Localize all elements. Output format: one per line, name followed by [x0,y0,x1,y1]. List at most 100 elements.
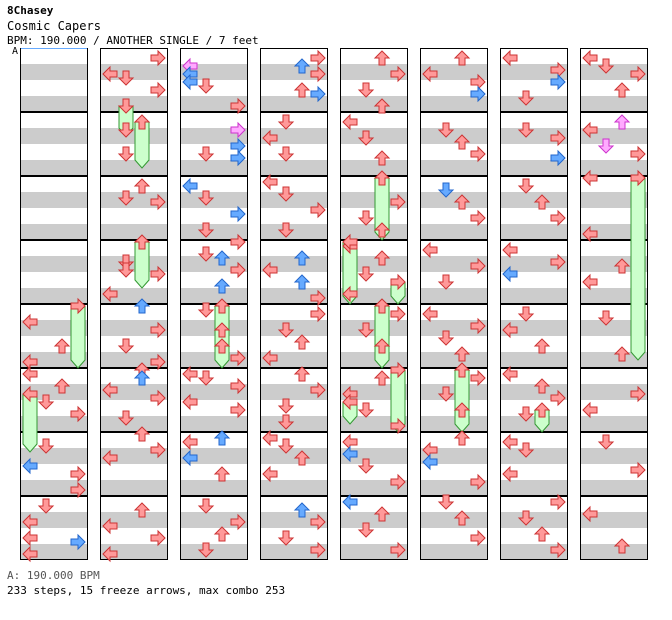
arrow-down [277,186,295,202]
beat-stripe [100,224,168,240]
arrow-left [422,453,438,471]
measure-box [340,304,408,368]
measure-box [260,496,328,560]
measure-box [580,240,648,304]
arrow-down [357,458,375,474]
arrow-down [277,438,295,454]
beat-stripe [500,192,568,208]
measure-box [20,496,88,560]
freeze-head-right [390,273,406,291]
arrow-up [453,510,471,526]
measure-box [500,496,568,560]
arrow-down [277,414,295,430]
arrow-left [422,241,438,259]
arrow-left [502,465,518,483]
beat-stripe [260,320,328,336]
arrow-down [437,274,455,290]
measure-box [20,112,88,176]
arrow-down [357,322,375,338]
beat-stripe [20,160,88,176]
arrow-right [70,533,86,551]
arrow-up [533,526,551,542]
arrow-right [550,493,566,511]
arrow-right [310,201,326,219]
measure-box [260,432,328,496]
beat-stripe [100,160,168,176]
chart-info: BPM: 190.000 / ANOTHER SINGLE / 7 feet [7,34,259,47]
beat-stripe [500,352,568,368]
arrow-down [357,402,375,418]
measure-box [180,240,248,304]
arrow-left [502,365,518,383]
arrow-up [293,366,311,382]
arrow-left [422,305,438,323]
arrow-down [197,370,215,386]
arrow-up [453,134,471,150]
measure-box [500,48,568,112]
arrow-down [277,530,295,546]
arrow-down [357,130,375,146]
arrow-right [470,473,486,491]
arrow-left [22,313,38,331]
arrow-down [357,522,375,538]
arrow-down [517,406,535,422]
beat-stripe [180,416,248,432]
beat-stripe [500,416,568,432]
beat-stripe [580,352,648,368]
arrow-left [182,433,198,451]
arrow-up [213,466,231,482]
measure-box [260,176,328,240]
arrow-down [437,122,455,138]
arrow-down [37,498,55,514]
arrow-left [182,449,198,467]
arrow-right [150,81,166,99]
beat-stripe [260,192,328,208]
beat-stripe [580,160,648,176]
arrow-up [613,114,631,130]
beat-stripe [500,448,568,464]
measure-box [580,112,648,176]
arrow-up [613,538,631,554]
arrow-right [150,321,166,339]
arrow-left [262,261,278,279]
arrow-right [630,65,646,83]
arrow-down [517,510,535,526]
arrow-up [213,430,231,446]
arrow-up [213,322,231,338]
arrow-right [150,441,166,459]
chart-summary: 233 steps, 15 freeze arrows, max combo 2… [7,584,286,597]
measure-box [420,176,488,240]
beat-stripe [20,256,88,272]
beat-stripe [180,224,248,240]
arrow-up [453,430,471,446]
arrow-right [550,149,566,167]
arrow-up [533,378,551,394]
measure-box [100,48,168,112]
beat-stripe [260,416,328,432]
beat-stripe [340,224,408,240]
arrow-up [453,346,471,362]
arrow-up [213,250,231,266]
beat-stripe [580,416,648,432]
measure-box [500,240,568,304]
arrow-down [517,122,535,138]
beat-stripe [180,320,248,336]
arrow-up [213,278,231,294]
arrow-down [517,442,535,458]
arrow-right [310,65,326,83]
arrow-right [470,369,486,387]
arrow-down [197,78,215,94]
arrow-left [502,433,518,451]
arrow-down [437,182,455,198]
measure-box [580,368,648,432]
beat-stripe [340,352,408,368]
arrow-left [102,285,118,303]
measure-box [20,176,88,240]
arrow-right [230,205,246,223]
arrow-up [453,50,471,66]
measure-box [500,112,568,176]
measure-box [20,240,88,304]
arrow-up [213,526,231,542]
arrow-right [470,85,486,103]
